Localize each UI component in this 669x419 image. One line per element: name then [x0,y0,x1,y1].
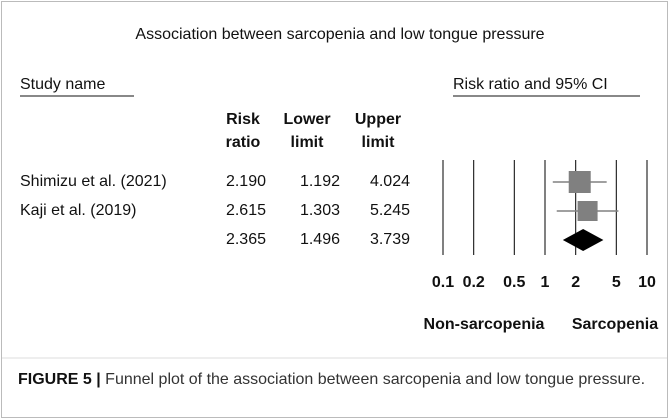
ratio-value: 2.190 [226,173,266,190]
lower-value: 1.496 [300,231,340,248]
lower-value: 1.303 [300,202,340,219]
summary-diamond [562,229,604,251]
column-header: ratio [226,134,261,151]
upper-value: 5.245 [370,202,410,219]
column-header: Risk [226,111,260,128]
point-estimate [577,201,598,221]
lower-value: 1.192 [300,173,340,190]
caption: FIGURE 5 | Funnel plot of the associatio… [18,368,648,392]
x-tick-label: 1 [541,274,550,291]
column-header: limit [362,134,396,151]
study-name: Kaji et al. (2019) [20,202,137,219]
chart-title: Association between sarcopenia and low t… [135,26,544,43]
upper-value: 4.024 [370,173,410,190]
x-tick-label: 10 [638,274,656,291]
x-tick-label: 2 [571,274,580,291]
study-header: Study name [20,76,105,93]
x-tick-label: 0.5 [503,274,525,291]
ratio-value: 2.615 [226,202,266,219]
x-tick-label: 5 [612,274,621,291]
upper-value: 3.739 [370,231,410,248]
caption-text: Funnel plot of the association between s… [105,371,646,388]
ratio-value: 2.365 [226,231,266,248]
side-label: Sarcopenia [572,316,658,333]
caption-label: FIGURE 5 | [18,371,101,388]
x-tick-label: 0.1 [432,274,454,291]
plot-header: Risk ratio and 95% CI [453,76,608,93]
x-tick-label: 0.2 [463,274,485,291]
column-header: limit [291,134,325,151]
column-header: Upper [355,111,401,128]
point-estimate [568,171,591,193]
column-header: Lower [283,111,330,128]
side-label: Non-sarcopenia [424,316,545,333]
study-name: Shimizu et al. (2021) [20,173,167,190]
